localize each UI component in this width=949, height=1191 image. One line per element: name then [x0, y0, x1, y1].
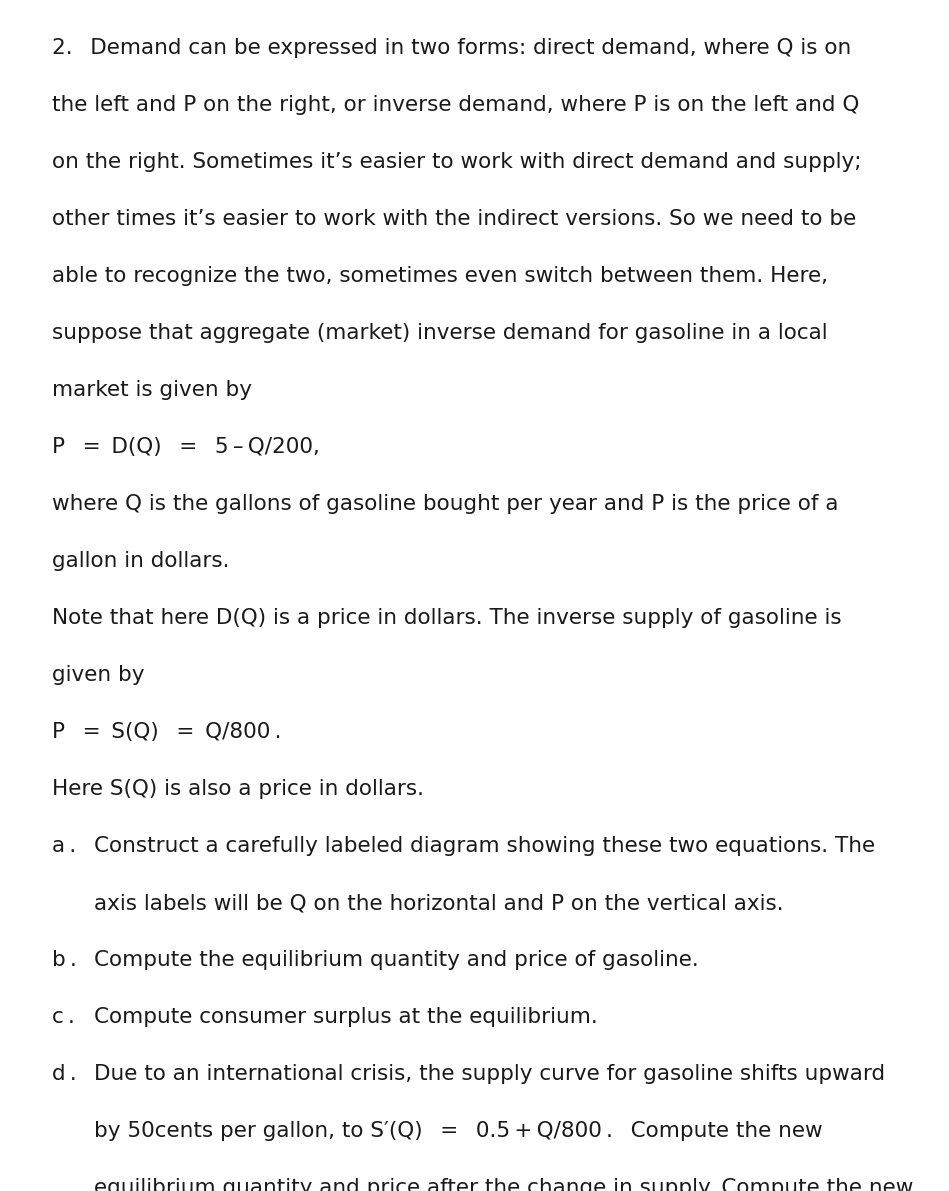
Text: on the right. Sometimes it’s easier to work with direct demand and supply;: on the right. Sometimes it’s easier to w…: [52, 152, 862, 172]
Text: able to recognize the two, sometimes even switch between them. Here,: able to recognize the two, sometimes eve…: [52, 266, 828, 286]
Text: gallon in dollars.: gallon in dollars.: [52, 551, 230, 570]
Text: a .: a .: [52, 836, 76, 856]
Text: Compute the equilibrium quantity and price of gasoline.: Compute the equilibrium quantity and pri…: [94, 950, 698, 969]
Text: Due to an international crisis, the supply curve for gasoline shifts upward: Due to an international crisis, the supp…: [94, 1064, 885, 1084]
Text: c .: c .: [52, 1008, 75, 1027]
Text: by 50cents per gallon, to S′(Q)  =  0.5 + Q/800 .  Compute the new: by 50cents per gallon, to S′(Q) = 0.5 + …: [94, 1121, 823, 1141]
Text: 2.  Demand can be expressed in two forms: direct demand, where Q is on: 2. Demand can be expressed in two forms:…: [52, 38, 851, 58]
Text: Note that here D(Q) is a price in dollars. The inverse supply of gasoline is: Note that here D(Q) is a price in dollar…: [52, 607, 842, 628]
Text: equilibrium quantity and price after the change in supply. Compute the new: equilibrium quantity and price after the…: [94, 1178, 913, 1191]
Text: b .: b .: [52, 950, 77, 969]
Text: the left and P on the right, or inverse demand, where P is on the left and Q: the left and P on the right, or inverse …: [52, 95, 860, 116]
Text: given by: given by: [52, 665, 144, 685]
Text: Construct a carefully labeled diagram showing these two equations. The: Construct a carefully labeled diagram sh…: [94, 836, 875, 856]
Text: Compute consumer surplus at the equilibrium.: Compute consumer surplus at the equilibr…: [94, 1008, 598, 1027]
Text: suppose that aggregate (market) inverse demand for gasoline in a local: suppose that aggregate (market) inverse …: [52, 323, 828, 343]
Text: where Q is the gallons of gasoline bought per year and P is the price of a: where Q is the gallons of gasoline bough…: [52, 494, 839, 515]
Text: P  = S(Q)  = Q/800 .: P = S(Q) = Q/800 .: [52, 722, 282, 742]
Text: market is given by: market is given by: [52, 380, 252, 400]
Text: Here S(Q) is also a price in dollars.: Here S(Q) is also a price in dollars.: [52, 779, 424, 799]
Text: other times it’s easier to work with the indirect versions. So we need to be: other times it’s easier to work with the…: [52, 208, 856, 229]
Text: axis labels will be Q on the horizontal and P on the vertical axis.: axis labels will be Q on the horizontal …: [94, 893, 784, 913]
Text: d .: d .: [52, 1064, 77, 1084]
Text: P  = D(Q)  =  5 – Q/200,: P = D(Q) = 5 – Q/200,: [52, 437, 320, 457]
